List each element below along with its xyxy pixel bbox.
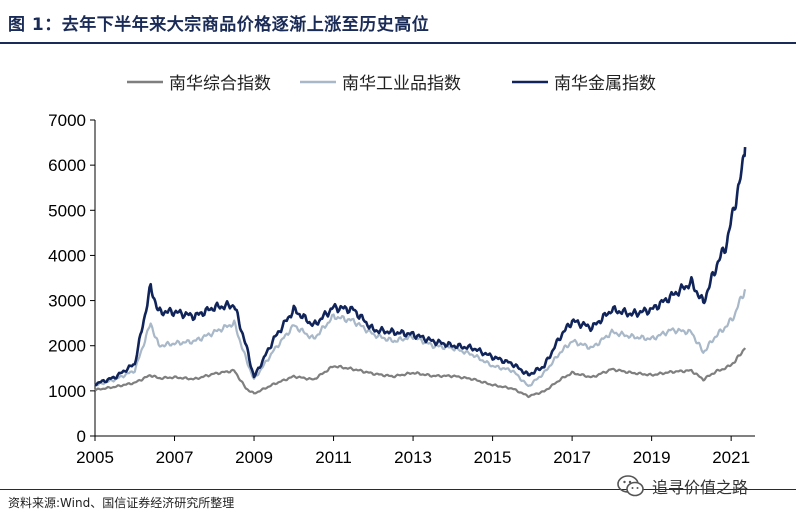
y-tick-label: 6000 — [48, 156, 86, 175]
x-tick-label: 2007 — [156, 448, 194, 467]
series-line-3 — [94, 147, 747, 387]
x-tick-label: 2011 — [315, 448, 352, 467]
y-tick-label: 4000 — [48, 246, 86, 265]
source-note: 资料来源:Wind、国信证券经济研究所整理 — [8, 496, 235, 510]
y-tick-label: 0 — [77, 427, 86, 446]
legend-label-2: 南华工业品指数 — [342, 74, 461, 94]
wechat-watermark: 追寻价值之路 — [616, 474, 748, 498]
wechat-icon — [617, 475, 644, 497]
legend-label-1: 南华综合指数 — [169, 74, 271, 94]
x-tick-label: 2009 — [235, 448, 273, 467]
x-tick-label: 2017 — [553, 448, 591, 467]
x-tick-label: 2021 — [712, 448, 750, 467]
footer-divider — [0, 489, 796, 490]
x-tick-label: 2005 — [76, 448, 114, 467]
legend-label-3: 南华金属指数 — [554, 74, 656, 94]
y-tick-label: 7000 — [48, 111, 86, 130]
y-tick-label: 1000 — [48, 382, 86, 401]
title-bar: 图 1：去年下半年来大宗商品价格逐渐上涨至历史高位 — [0, 0, 796, 44]
y-tick-label: 3000 — [48, 292, 86, 311]
series-line-1 — [94, 347, 747, 399]
y-tick-label: 2000 — [48, 337, 86, 356]
chart-title: 图 1：去年下半年来大宗商品价格逐渐上涨至历史高位 — [8, 15, 430, 35]
series-line-2 — [94, 289, 747, 387]
x-tick-label: 2013 — [394, 448, 432, 467]
x-tick-label: 2015 — [474, 448, 512, 467]
watermark-text: 追寻价值之路 — [652, 478, 749, 497]
y-tick-label: 5000 — [48, 201, 86, 220]
x-tick-label: 2019 — [633, 448, 671, 467]
